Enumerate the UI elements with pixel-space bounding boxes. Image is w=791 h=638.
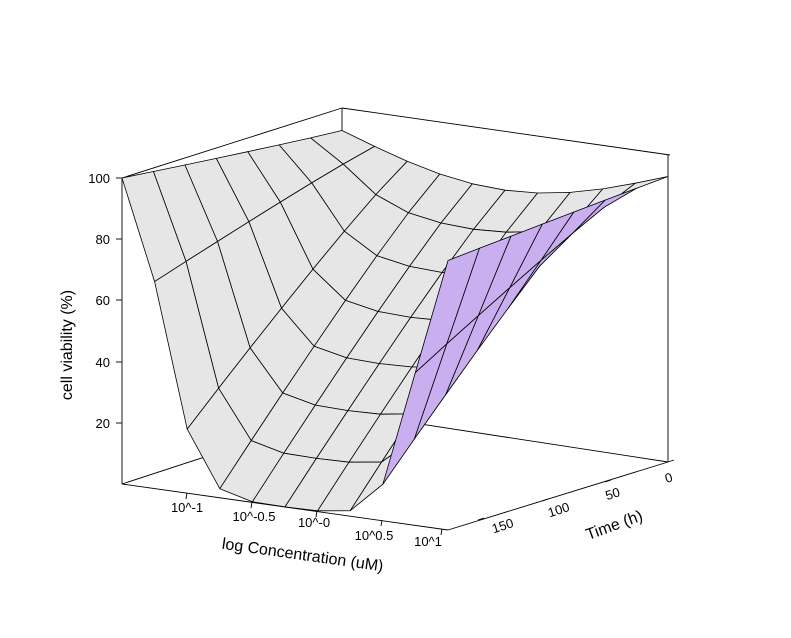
x-axis xyxy=(185,492,443,536)
box-front xyxy=(121,155,669,531)
z-axis xyxy=(116,177,122,424)
z-tick-label-40: 40 xyxy=(96,355,110,370)
y-axis xyxy=(477,459,675,521)
y-axis-label: Time (h) xyxy=(584,508,645,544)
z-axis-label: cell viability (%) xyxy=(59,290,76,400)
y-tick-0 xyxy=(667,459,675,463)
box-edge-floor-front xyxy=(121,483,449,531)
x-tick-2 xyxy=(250,501,253,509)
box-edge-floor-right xyxy=(447,461,669,531)
y-tick-label-150: 150 xyxy=(490,515,515,536)
x-tick-label-1: 10^-1 xyxy=(171,500,203,515)
box-edge-back-top xyxy=(121,107,343,179)
x-tick-label-5: 10^1 xyxy=(414,534,442,549)
y-tick-label-100: 100 xyxy=(546,499,571,520)
x-tick-label-4: 10^0.5 xyxy=(355,528,394,543)
x-tick-label-3: 10^-0 xyxy=(298,515,330,530)
z-tick-label-60: 60 xyxy=(96,293,110,308)
y-tick-150 xyxy=(477,517,485,521)
z-tick-label-100: 100 xyxy=(88,171,110,186)
box-edge-back-top-right xyxy=(341,107,671,156)
surface-face xyxy=(414,247,480,373)
surface-mesh xyxy=(121,130,669,512)
y-tick-label-0: 0 xyxy=(663,469,675,486)
z-tick-label-20: 20 xyxy=(96,416,110,431)
x-tick-label-2: 10^-0.5 xyxy=(233,509,276,524)
y-tick-label-50: 50 xyxy=(603,484,621,503)
x-tick-3 xyxy=(315,510,318,518)
z-tick-label-80: 80 xyxy=(96,232,110,247)
x-tick-1 xyxy=(185,492,188,500)
x-tick-5 xyxy=(440,528,443,536)
y-tick-50 xyxy=(604,479,612,483)
y-tick-100 xyxy=(541,498,549,502)
x-tick-4 xyxy=(380,519,383,527)
